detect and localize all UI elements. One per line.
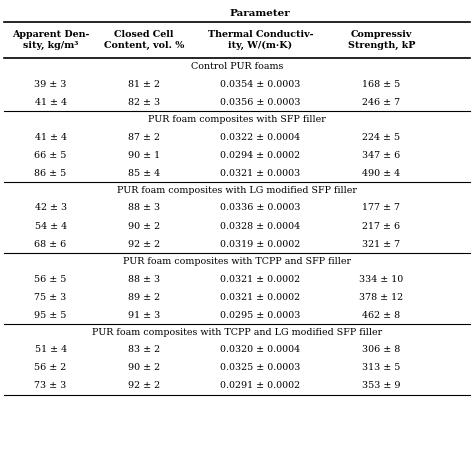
Text: 0.0320 ± 0.0004: 0.0320 ± 0.0004 (220, 346, 301, 355)
Text: 90 ± 2: 90 ± 2 (128, 221, 160, 230)
Text: 89 ± 2: 89 ± 2 (128, 292, 160, 301)
Text: 68 ± 6: 68 ± 6 (35, 239, 67, 248)
Text: 75 ± 3: 75 ± 3 (35, 292, 67, 301)
Text: 95 ± 5: 95 ± 5 (35, 310, 67, 319)
Text: 51 ± 4: 51 ± 4 (35, 346, 67, 355)
Text: 81 ± 2: 81 ± 2 (128, 80, 160, 89)
Text: 87 ± 2: 87 ± 2 (128, 133, 160, 142)
Text: 321 ± 7: 321 ± 7 (363, 239, 401, 248)
Text: 353 ± 9: 353 ± 9 (362, 382, 401, 391)
Text: 0.0354 ± 0.0003: 0.0354 ± 0.0003 (220, 80, 301, 89)
Text: 41 ± 4: 41 ± 4 (35, 133, 67, 142)
Text: 224 ± 5: 224 ± 5 (363, 133, 401, 142)
Text: 41 ± 4: 41 ± 4 (35, 98, 67, 107)
Text: 0.0325 ± 0.0003: 0.0325 ± 0.0003 (220, 364, 301, 373)
Text: Thermal Conductiv-
ity, W/(m·K): Thermal Conductiv- ity, W/(m·K) (208, 30, 313, 50)
Text: 88 ± 3: 88 ± 3 (128, 274, 160, 283)
Text: 88 ± 3: 88 ± 3 (128, 203, 160, 212)
Text: Apparent Den-
sity, kg/m³: Apparent Den- sity, kg/m³ (12, 30, 89, 50)
Text: 0.0294 ± 0.0002: 0.0294 ± 0.0002 (220, 151, 301, 159)
Text: 217 ± 6: 217 ± 6 (363, 221, 401, 230)
Text: 0.0321 ± 0.0002: 0.0321 ± 0.0002 (220, 274, 301, 283)
Text: 90 ± 2: 90 ± 2 (128, 364, 160, 373)
Text: 0.0336 ± 0.0003: 0.0336 ± 0.0003 (220, 203, 301, 212)
Text: 56 ± 5: 56 ± 5 (35, 274, 67, 283)
Text: 246 ± 7: 246 ± 7 (363, 98, 401, 107)
Text: PUR foam composites with SFP filler: PUR foam composites with SFP filler (148, 115, 326, 124)
Text: 0.0328 ± 0.0004: 0.0328 ± 0.0004 (220, 221, 301, 230)
Text: 0.0291 ± 0.0002: 0.0291 ± 0.0002 (220, 382, 301, 391)
Text: 490 ± 4: 490 ± 4 (363, 168, 401, 177)
Text: 0.0322 ± 0.0004: 0.0322 ± 0.0004 (220, 133, 301, 142)
Text: 0.0321 ± 0.0003: 0.0321 ± 0.0003 (220, 168, 301, 177)
Text: 73 ± 3: 73 ± 3 (35, 382, 67, 391)
Text: Parameter: Parameter (230, 9, 291, 18)
Text: 83 ± 2: 83 ± 2 (128, 346, 160, 355)
Text: 168 ± 5: 168 ± 5 (362, 80, 401, 89)
Text: Closed Cell
Content, vol. %: Closed Cell Content, vol. % (104, 30, 184, 50)
Text: 0.0295 ± 0.0003: 0.0295 ± 0.0003 (220, 310, 301, 319)
Text: 42 ± 3: 42 ± 3 (35, 203, 67, 212)
Text: PUR foam composites with TCPP and LG modified SFP filler: PUR foam composites with TCPP and LG mod… (92, 328, 382, 337)
Text: 92 ± 2: 92 ± 2 (128, 239, 160, 248)
Text: PUR foam composites with TCPP and SFP filler: PUR foam composites with TCPP and SFP fi… (123, 257, 351, 266)
Text: 462 ± 8: 462 ± 8 (363, 310, 401, 319)
Text: 39 ± 3: 39 ± 3 (35, 80, 67, 89)
Text: 0.0356 ± 0.0003: 0.0356 ± 0.0003 (220, 98, 301, 107)
Text: 0.0319 ± 0.0002: 0.0319 ± 0.0002 (220, 239, 301, 248)
Text: 334 ± 10: 334 ± 10 (359, 274, 403, 283)
Text: 86 ± 5: 86 ± 5 (35, 168, 67, 177)
Text: 0.0321 ± 0.0002: 0.0321 ± 0.0002 (220, 292, 301, 301)
Text: 90 ± 1: 90 ± 1 (128, 151, 160, 159)
Text: 91 ± 3: 91 ± 3 (128, 310, 160, 319)
Text: PUR foam composites with LG modified SFP filler: PUR foam composites with LG modified SFP… (117, 186, 357, 195)
Text: Control PUR foams: Control PUR foams (191, 62, 283, 71)
Text: 54 ± 4: 54 ± 4 (35, 221, 67, 230)
Text: 82 ± 3: 82 ± 3 (128, 98, 160, 107)
Text: 85 ± 4: 85 ± 4 (128, 168, 160, 177)
Text: 313 ± 5: 313 ± 5 (362, 364, 401, 373)
Text: 92 ± 2: 92 ± 2 (128, 382, 160, 391)
Text: Compressiv
Strength, kP: Compressiv Strength, kP (348, 30, 415, 50)
Text: 177 ± 7: 177 ± 7 (363, 203, 401, 212)
Text: 347 ± 6: 347 ± 6 (362, 151, 401, 159)
Text: 66 ± 5: 66 ± 5 (35, 151, 67, 159)
Text: 56 ± 2: 56 ± 2 (35, 364, 67, 373)
Text: 306 ± 8: 306 ± 8 (362, 346, 401, 355)
Text: 378 ± 12: 378 ± 12 (359, 292, 403, 301)
